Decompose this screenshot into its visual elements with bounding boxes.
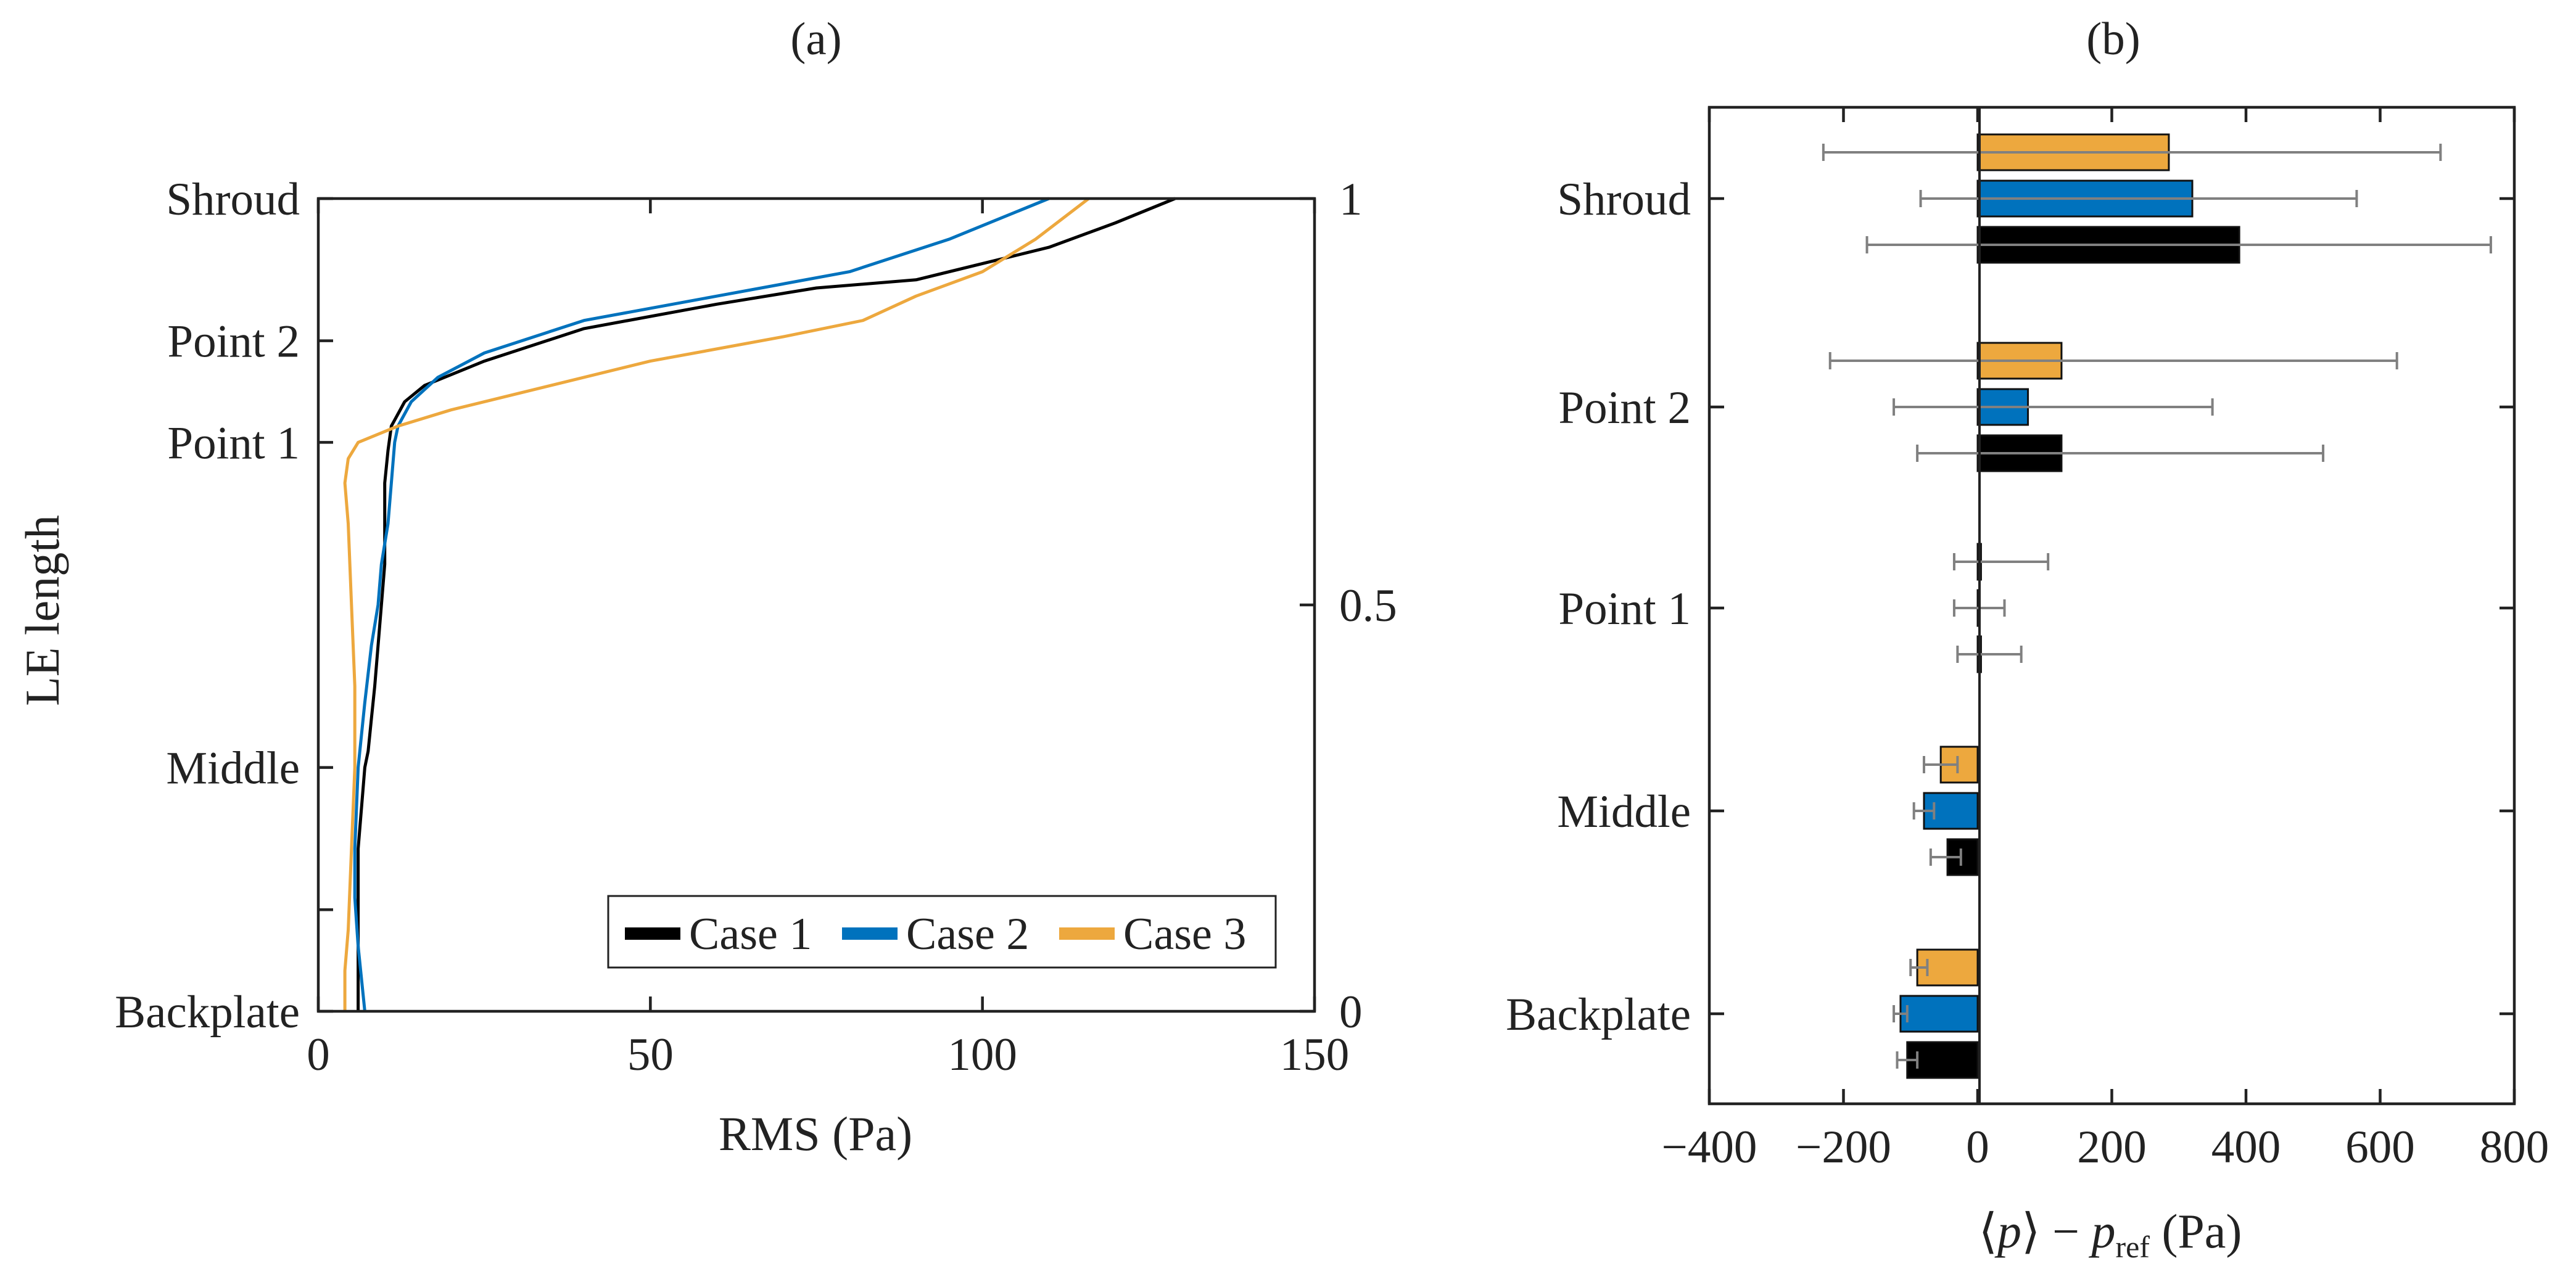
x-tick-label: 800 xyxy=(2480,1122,2549,1173)
category-label: Point 2 xyxy=(1558,382,1691,433)
panel-a-y-axis-title: LE length xyxy=(15,515,69,706)
category-label: Middle xyxy=(1557,786,1691,837)
x-tick-label: 0 xyxy=(307,1029,330,1080)
xlabel-p: p xyxy=(1994,1204,2021,1258)
x-tick-label: 200 xyxy=(2077,1122,2147,1173)
x-tick-label: 0 xyxy=(1966,1122,1989,1173)
xlabel-p-ref: p xyxy=(2088,1204,2115,1258)
x-tick-label: −400 xyxy=(1662,1122,1757,1173)
panel-b-bars xyxy=(1822,133,2492,1079)
xlabel-units: (Pa) xyxy=(2150,1204,2242,1258)
panel-a-label: (a) xyxy=(790,14,841,65)
panel-a-line-chart: (a) LE length RMS (Pa) 0 50 100 150 Backplat… xyxy=(15,14,1397,1161)
xlabel-subscript-ref: ref xyxy=(2115,1230,2150,1264)
series-line-case-1 xyxy=(357,197,1176,1011)
category-label: Point 1 xyxy=(1558,583,1691,635)
category-label: Shroud xyxy=(1557,174,1691,225)
left-y-tick-label: Middle xyxy=(166,743,300,794)
panel-a-x-axis-title: RMS (Pa) xyxy=(719,1107,912,1161)
panel-b-x-axis-title: ⟨p⟩ − pref (Pa) xyxy=(1979,1204,2242,1264)
panel-a-series-lines xyxy=(343,197,1176,1012)
panel-a-axes-frame xyxy=(316,197,1316,1013)
panel-b-bar-chart: (b) −400 −200 0 200 400 600 800 Shroud Point 2 Po… xyxy=(1506,14,2549,1264)
right-y-tick-label: 0 xyxy=(1339,987,1363,1038)
left-y-tick-label: Point 2 xyxy=(167,316,300,368)
x-tick-label: 600 xyxy=(2345,1122,2415,1173)
bar-backplate-case-2 xyxy=(1899,995,1979,1033)
legend-label-case-1: Case 1 xyxy=(689,909,812,959)
legend-label-case-3: Case 3 xyxy=(1123,909,1246,959)
left-y-tick-label: Point 1 xyxy=(167,417,300,469)
xlabel-langle: ⟨ xyxy=(1979,1204,1997,1258)
xlabel-rangle-minus: ⟩ − xyxy=(2021,1204,2091,1258)
series-line-case-2 xyxy=(353,197,1050,1012)
right-y-tick-label: 1 xyxy=(1339,174,1363,225)
panel-b-label: (b) xyxy=(2086,14,2140,65)
panel-a-legend: Case 1 Case 2 Case 3 xyxy=(607,895,1277,969)
x-tick-label: 100 xyxy=(947,1029,1017,1080)
bar-middle-case-2 xyxy=(1923,792,1979,830)
x-tick-label: 50 xyxy=(627,1029,674,1080)
left-y-tick-label: Backplate xyxy=(115,987,300,1038)
bar-backplate-case-1 xyxy=(1906,1041,1979,1079)
legend-box xyxy=(607,895,1277,969)
right-y-tick-label: 0.5 xyxy=(1339,580,1397,631)
panel-b-ticks: −400 −200 0 200 400 600 800 Shroud Point 2 Point … xyxy=(1506,107,2549,1173)
left-y-tick-label: Shroud xyxy=(166,174,300,225)
category-label: Backplate xyxy=(1506,989,1691,1040)
series-line-case-3 xyxy=(343,197,1090,1011)
legend-label-case-2: Case 2 xyxy=(906,909,1029,959)
panel-a-ticks: 0 50 100 150 Backplate Middle Point 1 Point 2 Sh… xyxy=(115,174,1397,1080)
x-tick-label: 400 xyxy=(2211,1122,2281,1173)
x-tick-label: 150 xyxy=(1280,1029,1350,1080)
x-tick-label: −200 xyxy=(1796,1122,1891,1173)
